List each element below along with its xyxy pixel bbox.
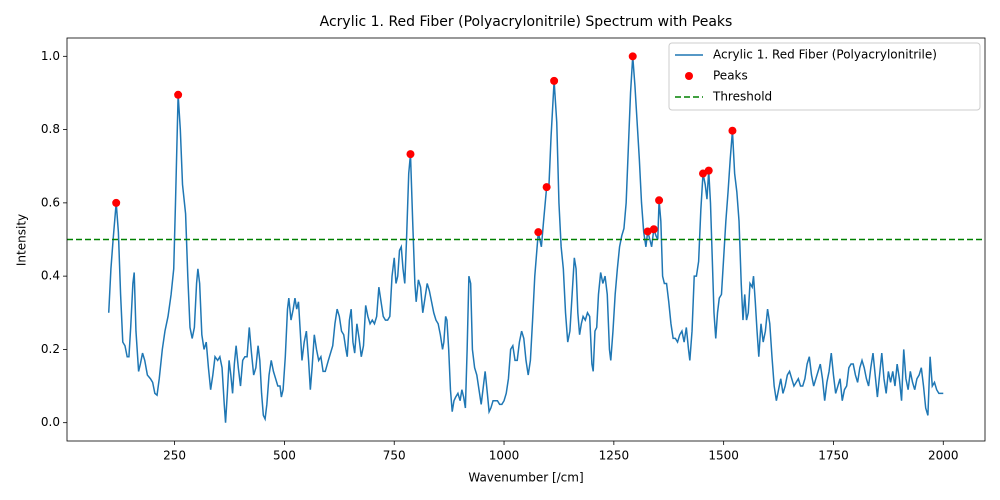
legend-marker (685, 72, 693, 80)
peak-point (628, 52, 637, 61)
peak-point (704, 166, 713, 175)
x-tick-label: 250 (163, 449, 186, 463)
x-tick-label: 2000 (928, 449, 959, 463)
x-tick-label: 1750 (818, 449, 849, 463)
y-tick-label: 0.0 (41, 415, 60, 429)
peak-point (728, 126, 737, 135)
peak-point (643, 227, 652, 236)
legend: Acrylic 1. Red Fiber (Polyacrylonitrile)… (668, 42, 981, 111)
y-tick-label: 1.0 (41, 49, 60, 63)
peak-point (534, 228, 543, 237)
legend-label: Peaks (713, 69, 748, 83)
peak-point (112, 198, 121, 207)
y-tick-label: 0.6 (41, 195, 60, 209)
plot-frame (66, 37, 986, 442)
x-tick-label: 1000 (489, 449, 520, 463)
peak-point (550, 76, 559, 85)
x-tick-label: 750 (383, 449, 406, 463)
y-tick-label: 0.4 (41, 269, 60, 283)
peak-point (542, 183, 551, 192)
peak-point (655, 196, 664, 205)
legend-label: Acrylic 1. Red Fiber (Polyacrylonitrile) (713, 48, 937, 62)
y-tick-label: 0.2 (41, 342, 60, 356)
x-tick-label: 1250 (599, 449, 630, 463)
x-axis-label: Wavenumber [/cm] (468, 471, 583, 485)
peak-point (649, 225, 658, 234)
x-tick-label: 500 (273, 449, 296, 463)
legend-box (668, 42, 981, 111)
legend-label: Threshold (712, 90, 772, 104)
y-axis-label: Intensity (15, 214, 29, 266)
x-tick-label: 1500 (708, 449, 739, 463)
chart-title: Acrylic 1. Red Fiber (Polyacrylonitrile)… (320, 14, 733, 30)
peak-point (174, 90, 183, 99)
y-tick-label: 0.8 (41, 122, 60, 136)
spectrum-line (107, 56, 944, 423)
peak-point (406, 150, 415, 159)
